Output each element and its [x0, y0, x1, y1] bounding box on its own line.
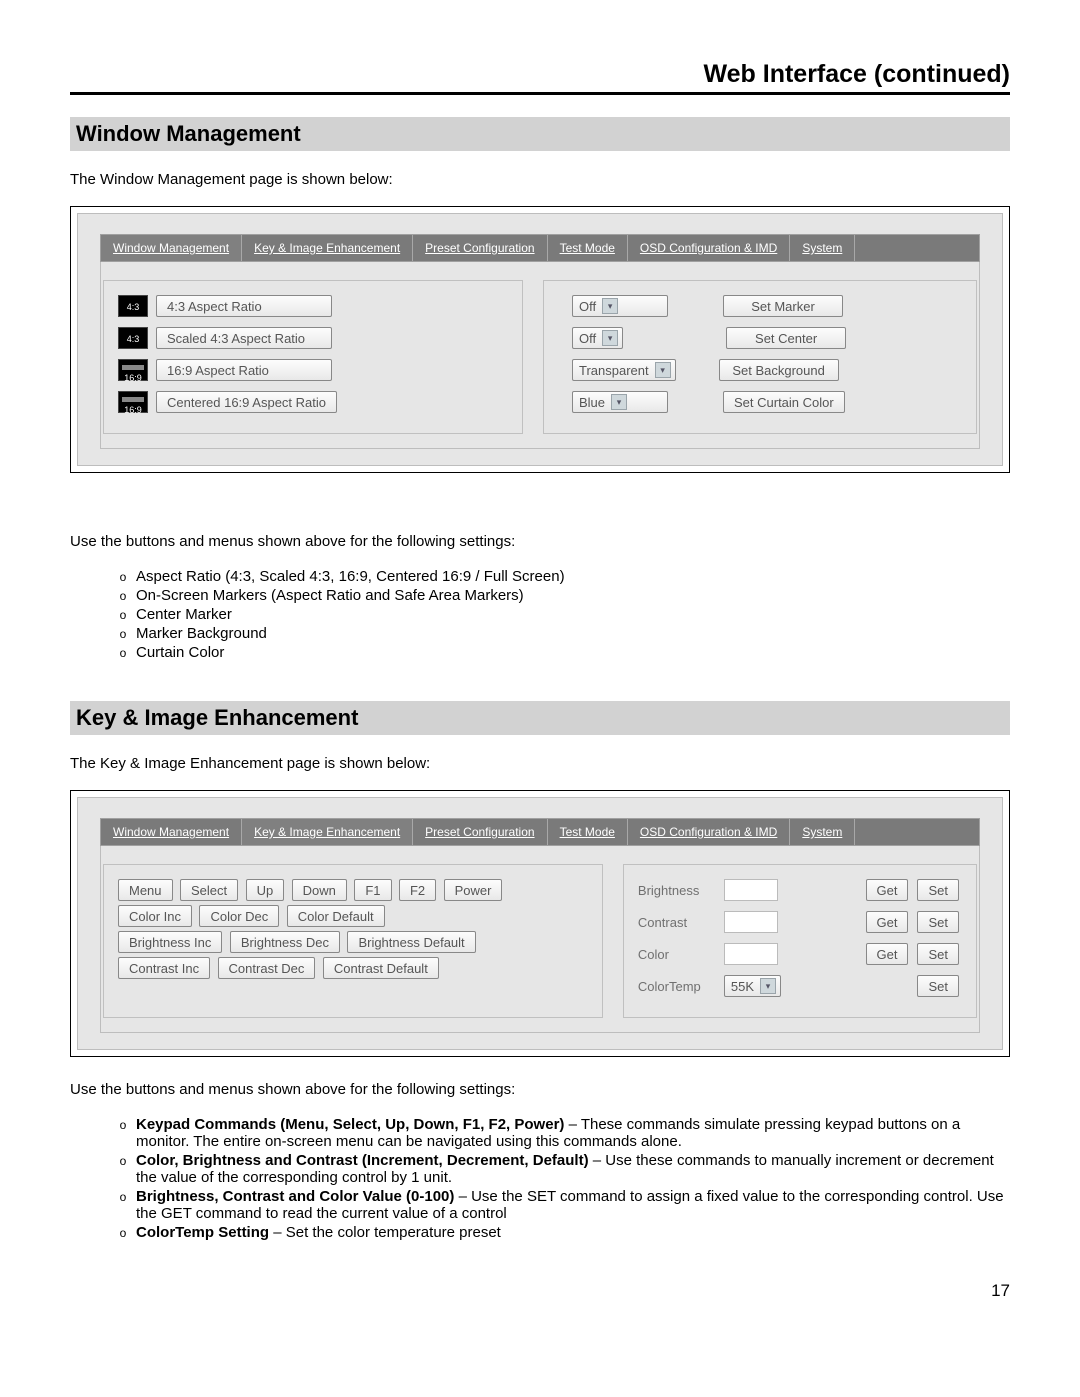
aspect-thumb-169: 16:9: [118, 359, 148, 381]
list-item: Keypad Commands (Menu, Select, Up, Down,…: [136, 1116, 1010, 1150]
aspect-col: 4:3 4:3 Aspect Ratio 4:3 Scaled 4:3 Aspe…: [103, 280, 523, 434]
input-color[interactable]: [724, 943, 778, 965]
label-brightness: Brightness: [638, 883, 718, 898]
select-marker[interactable]: Off ▾: [572, 295, 668, 317]
btn-centered-16-9[interactable]: Centered 16:9 Aspect Ratio: [156, 391, 337, 413]
tab-window-management[interactable]: Window Management: [101, 819, 242, 845]
btn-set-background[interactable]: Set Background: [719, 359, 839, 381]
btn-scaled-4-3[interactable]: Scaled 4:3 Aspect Ratio: [156, 327, 332, 349]
btn-select[interactable]: Select: [180, 879, 238, 901]
select-colortemp-value: 55K: [731, 979, 754, 994]
btn-f2[interactable]: F2: [399, 879, 436, 901]
tab-preset[interactable]: Preset Configuration: [413, 819, 547, 845]
tab-osd[interactable]: OSD Configuration & IMD: [628, 235, 790, 261]
btn-set-marker[interactable]: Set Marker: [723, 295, 843, 317]
page-number: 17: [70, 1281, 1010, 1301]
select-curtain[interactable]: Blue ▾: [572, 391, 668, 413]
btn-4-3[interactable]: 4:3 Aspect Ratio: [156, 295, 332, 317]
marker-col: Off ▾ Set Marker Off ▾ Set Center: [543, 280, 977, 434]
chapter-title: Web Interface (continued): [70, 60, 1010, 95]
intro-text: The Window Management page is shown belo…: [70, 171, 1010, 188]
tabbar: Window Management Key & Image Enhancemen…: [100, 818, 980, 846]
bullet-list-2: oKeypad Commands (Menu, Select, Up, Down…: [110, 1116, 1010, 1241]
btn-menu[interactable]: Menu: [118, 879, 173, 901]
input-brightness[interactable]: [724, 879, 778, 901]
btn-contrast-dec[interactable]: Contrast Dec: [218, 957, 316, 979]
chevron-down-icon: ▾: [611, 394, 627, 410]
btn-power[interactable]: Power: [444, 879, 503, 901]
aspect-thumb-43: 4:3: [118, 295, 148, 317]
btn-brightness-inc[interactable]: Brightness Inc: [118, 931, 222, 953]
select-background[interactable]: Transparent ▾: [572, 359, 676, 381]
btn-color-inc[interactable]: Color Inc: [118, 905, 192, 927]
btn-get-brightness[interactable]: Get: [866, 879, 909, 901]
btn-16-9[interactable]: 16:9 Aspect Ratio: [156, 359, 332, 381]
btn-color-dec[interactable]: Color Dec: [199, 905, 279, 927]
intro-text-2: The Key & Image Enhancement page is show…: [70, 755, 1010, 772]
chevron-down-icon: ▾: [655, 362, 671, 378]
btn-down[interactable]: Down: [292, 879, 347, 901]
section-title-key-image: Key & Image Enhancement: [70, 701, 1010, 735]
chevron-down-icon: ▾: [602, 298, 618, 314]
tab-preset[interactable]: Preset Configuration: [413, 235, 547, 261]
label-colortemp: ColorTemp: [638, 979, 718, 994]
tab-test-mode[interactable]: Test Mode: [548, 819, 628, 845]
select-curtain-value: Blue: [579, 395, 605, 410]
btn-contrast-default[interactable]: Contrast Default: [323, 957, 439, 979]
keypad-col: Menu Select Up Down F1 F2 Power Color In…: [103, 864, 603, 1018]
btn-set-contrast[interactable]: Set: [917, 911, 959, 933]
label-color: Color: [638, 947, 718, 962]
label-contrast: Contrast: [638, 915, 718, 930]
btn-get-color[interactable]: Get: [866, 943, 909, 965]
aspect-thumb-s43: 4:3: [118, 327, 148, 349]
section-title-window-management: Window Management: [70, 117, 1010, 151]
btn-f1[interactable]: F1: [354, 879, 391, 901]
tab-system[interactable]: System: [790, 819, 855, 845]
select-colortemp[interactable]: 55K ▾: [724, 975, 781, 997]
tab-system[interactable]: System: [790, 235, 855, 261]
screenshot-key-image: Window Management Key & Image Enhancemen…: [70, 790, 1010, 1057]
list-item: Marker Background: [136, 625, 267, 642]
screenshot-window-management: Window Management Key & Image Enhancemen…: [70, 206, 1010, 473]
tab-test-mode[interactable]: Test Mode: [548, 235, 628, 261]
select-center[interactable]: Off ▾: [572, 327, 623, 349]
list-item: On-Screen Markers (Aspect Ratio and Safe…: [136, 587, 524, 604]
btn-set-center[interactable]: Set Center: [726, 327, 846, 349]
desc-text-2: Use the buttons and menus shown above fo…: [70, 1081, 1010, 1098]
tab-window-management[interactable]: Window Management: [101, 235, 242, 261]
tab-osd[interactable]: OSD Configuration & IMD: [628, 819, 790, 845]
aspect-thumb-c169: 16:9: [118, 391, 148, 413]
btn-set-curtain[interactable]: Set Curtain Color: [723, 391, 845, 413]
btn-set-brightness[interactable]: Set: [917, 879, 959, 901]
list-item: Curtain Color: [136, 644, 224, 661]
bullet-list-1: oAspect Ratio (4:3, Scaled 4:3, 16:9, Ce…: [110, 568, 1010, 661]
desc-text: Use the buttons and menus shown above fo…: [70, 533, 1010, 550]
list-item: ColorTemp Setting – Set the color temper…: [136, 1224, 501, 1241]
select-marker-value: Off: [579, 299, 596, 314]
list-item: Aspect Ratio (4:3, Scaled 4:3, 16:9, Cen…: [136, 568, 565, 585]
btn-get-contrast[interactable]: Get: [866, 911, 909, 933]
select-background-value: Transparent: [579, 363, 649, 378]
btn-contrast-inc[interactable]: Contrast Inc: [118, 957, 210, 979]
tab-key-image[interactable]: Key & Image Enhancement: [242, 819, 413, 845]
chevron-down-icon: ▾: [602, 330, 618, 346]
tabbar: Window Management Key & Image Enhancemen…: [100, 234, 980, 262]
btn-set-color[interactable]: Set: [917, 943, 959, 965]
list-item: Brightness, Contrast and Color Value (0-…: [136, 1188, 1010, 1222]
list-item: Center Marker: [136, 606, 232, 623]
tab-key-image[interactable]: Key & Image Enhancement: [242, 235, 413, 261]
btn-brightness-default[interactable]: Brightness Default: [347, 931, 475, 953]
btn-brightness-dec[interactable]: Brightness Dec: [230, 931, 340, 953]
btn-set-colortemp[interactable]: Set: [917, 975, 959, 997]
chevron-down-icon: ▾: [760, 978, 776, 994]
select-center-value: Off: [579, 331, 596, 346]
btn-up[interactable]: Up: [246, 879, 285, 901]
input-contrast[interactable]: [724, 911, 778, 933]
btn-color-default[interactable]: Color Default: [287, 905, 385, 927]
list-item: Color, Brightness and Contrast (Incremen…: [136, 1152, 1010, 1186]
value-col: Brightness Get Set Contrast Get Set: [623, 864, 977, 1018]
